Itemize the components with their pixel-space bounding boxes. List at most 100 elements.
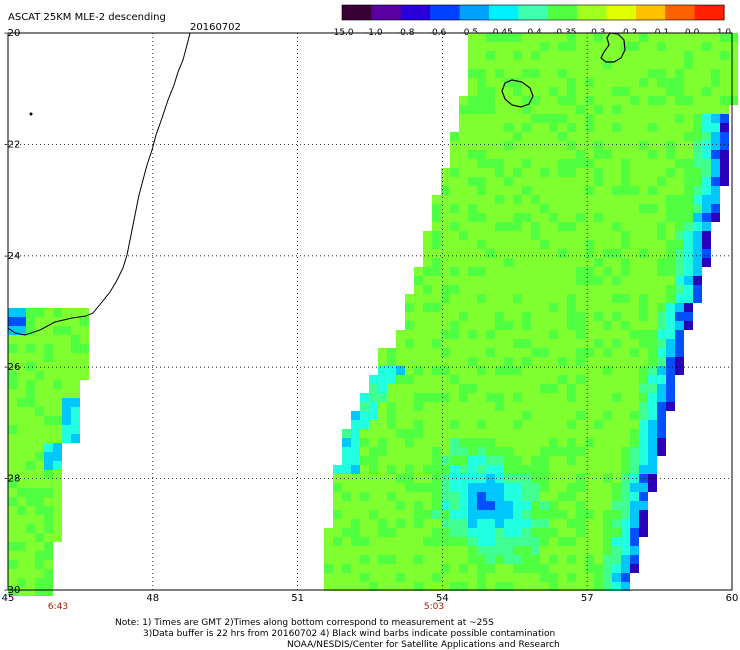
wind-cell	[522, 348, 531, 357]
wind-cell	[504, 339, 513, 348]
wind-cell	[612, 87, 621, 96]
wind-cell	[693, 168, 702, 177]
wind-cell	[648, 132, 657, 141]
wind-cell	[450, 168, 459, 177]
wind-cell	[531, 168, 540, 177]
wind-cell	[630, 42, 639, 51]
wind-cell	[621, 141, 630, 150]
wind-cell	[522, 276, 531, 285]
wind-cell	[44, 542, 53, 551]
wind-cell	[360, 582, 369, 591]
wind-cell	[26, 317, 35, 326]
wind-cell	[603, 510, 612, 519]
wind-cell	[441, 573, 450, 582]
wind-cell	[684, 240, 693, 249]
wind-cell	[486, 321, 495, 330]
wind-cell	[576, 150, 585, 159]
wind-cell	[486, 447, 495, 456]
wind-cell	[657, 213, 666, 222]
wind-cell	[648, 222, 657, 231]
wind-cell	[531, 555, 540, 564]
wind-cell	[558, 420, 567, 429]
wind-cell	[468, 492, 477, 501]
wind-cell	[405, 348, 414, 357]
wind-cell	[468, 276, 477, 285]
wind-cell	[459, 420, 468, 429]
wind-cell	[522, 33, 531, 42]
wind-cell	[351, 555, 360, 564]
wind-cell	[80, 335, 89, 344]
wind-cell	[603, 159, 612, 168]
wind-cell	[549, 132, 558, 141]
wind-cell	[531, 546, 540, 555]
wind-cell	[639, 231, 648, 240]
map-frame	[7, 32, 733, 591]
wind-cell	[549, 510, 558, 519]
wind-cell	[450, 186, 459, 195]
wind-cell	[612, 564, 621, 573]
wind-cell	[567, 222, 576, 231]
wind-cell	[585, 528, 594, 537]
wind-cell	[513, 483, 522, 492]
wind-cell	[720, 159, 729, 168]
wind-cell	[450, 510, 459, 519]
wind-cell	[44, 380, 53, 389]
wind-cell	[639, 141, 648, 150]
wind-cell	[603, 366, 612, 375]
wind-cell	[540, 276, 549, 285]
wind-cell	[450, 555, 459, 564]
wind-cell	[477, 267, 486, 276]
wind-cell	[540, 123, 549, 132]
wind-cell	[585, 402, 594, 411]
wind-cell	[441, 294, 450, 303]
wind-cell	[540, 447, 549, 456]
wind-cell	[531, 276, 540, 285]
wind-cell	[621, 393, 630, 402]
wind-cell	[486, 465, 495, 474]
wind-cell	[441, 339, 450, 348]
wind-cell	[468, 510, 477, 519]
wind-cell	[477, 123, 486, 132]
wind-cell	[26, 425, 35, 434]
wind-cell	[468, 393, 477, 402]
wind-cell	[513, 51, 522, 60]
wind-cell	[576, 438, 585, 447]
wind-cell	[558, 141, 567, 150]
wind-cell	[540, 330, 549, 339]
wind-cell	[351, 546, 360, 555]
wind-cell	[405, 447, 414, 456]
wind-cell	[459, 564, 468, 573]
wind-cell	[702, 240, 711, 249]
wind-cell	[35, 344, 44, 353]
wind-cell	[729, 60, 738, 69]
wind-cell	[558, 213, 567, 222]
wind-cell	[504, 33, 513, 42]
wind-cell	[585, 312, 594, 321]
wind-cell	[513, 78, 522, 87]
wind-cell	[684, 141, 693, 150]
wind-cell	[26, 452, 35, 461]
wind-cell	[486, 231, 495, 240]
wind-cell	[585, 564, 594, 573]
wind-cell	[80, 317, 89, 326]
wind-cell	[540, 177, 549, 186]
wind-cell	[603, 564, 612, 573]
wind-cell	[423, 330, 432, 339]
wind-cell	[351, 438, 360, 447]
wind-cell	[80, 353, 89, 362]
wind-cell	[621, 465, 630, 474]
wind-cell	[585, 78, 594, 87]
wind-cell	[477, 240, 486, 249]
wind-cell	[396, 402, 405, 411]
wind-cell	[513, 501, 522, 510]
wind-cell	[648, 465, 657, 474]
wind-cell	[585, 177, 594, 186]
wind-cell	[693, 222, 702, 231]
wind-cell	[396, 420, 405, 429]
wind-cell	[567, 87, 576, 96]
wind-cell	[369, 573, 378, 582]
wind-cell	[657, 285, 666, 294]
wind-cell	[576, 375, 585, 384]
wind-cell	[504, 105, 513, 114]
wind-cell	[324, 546, 333, 555]
